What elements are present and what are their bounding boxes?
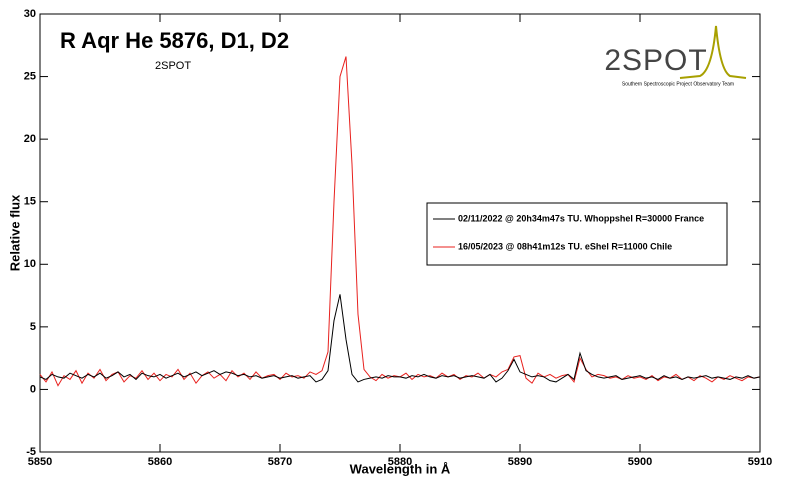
legend-box [426,202,728,266]
x-tick-label: 5910 [748,456,772,468]
x-tick-label: 5860 [148,456,172,468]
y-axis-label: Relative flux [7,194,22,271]
chart-title: R Aqr He 5876, D1, D2 [60,28,289,53]
y-tick-label: -5 [26,446,36,458]
y-tick-label: 20 [24,133,36,145]
legend-label: 16/05/2023 @ 08h41m12s TU. eShel R=11000… [458,241,672,251]
x-tick-label: 5850 [28,456,52,468]
y-tick-label: 5 [30,321,36,333]
y-tick-label: 0 [30,383,36,395]
logo-name: 2SPOT [604,44,707,77]
x-tick-label: 5890 [508,456,532,468]
x-tick-label: 5880 [388,456,412,468]
logo-caption: Southern Spectroscopic Project Observato… [622,81,734,87]
x-tick-label: 5900 [628,456,652,468]
chart-subtitle: 2SPOT [155,60,191,72]
y-tick-label: 30 [24,8,36,20]
logo-curve [679,25,747,79]
spectrum-line [39,294,761,383]
x-axis-label: Wavelength in Å [350,461,451,476]
y-tick-label: 15 [24,196,36,208]
y-tick-label: 10 [24,258,36,270]
legend-label: 02/11/2022 @ 20h34m47s TU. Whoppshel R=3… [458,213,704,223]
y-tick-label: 25 [24,70,36,82]
x-tick-label: 5870 [268,456,292,468]
